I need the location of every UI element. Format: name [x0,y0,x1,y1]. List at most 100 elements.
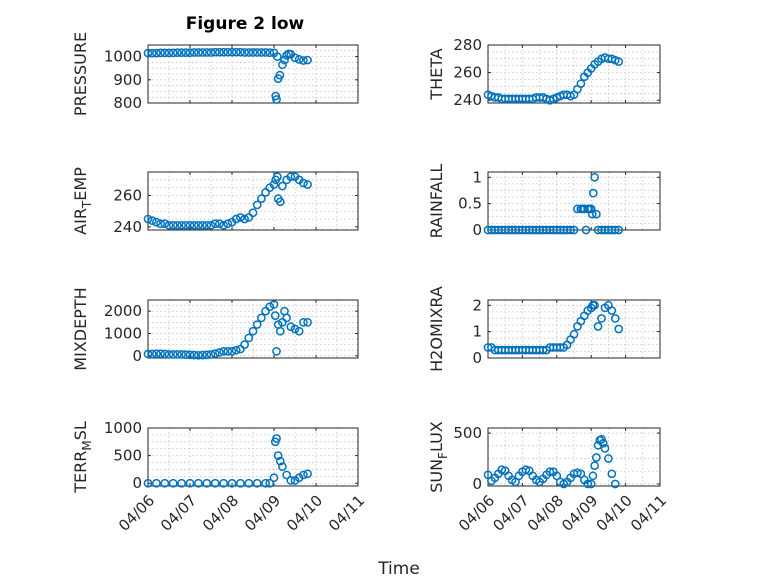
data-point [219,220,228,230]
y-label-main: AIR [71,208,90,235]
data-point [282,51,291,60]
data-point [286,322,296,332]
axes-border [487,427,661,487]
data-point [604,454,613,463]
data-point [231,345,241,355]
data-point [244,333,254,343]
x-tick-label: 04/07 [157,492,200,535]
data-point [576,79,586,89]
data-point [147,48,157,58]
x-tick-label: 04/08 [524,492,567,535]
data-point [607,306,617,315]
data-point [286,172,296,182]
data-point [206,220,216,230]
data-point [181,350,191,360]
data-point [194,48,203,57]
axes-border [147,44,359,104]
data-point [272,434,281,443]
data-point [219,346,228,356]
data-point [231,214,241,224]
y-tick-label: 500 [453,424,482,442]
data-point [299,317,308,327]
data-point [198,350,207,360]
y-label-rest: EMP [71,167,90,201]
data-point [252,320,262,329]
data-point [265,478,275,488]
data-point [194,220,203,230]
data-point [614,57,624,66]
data-point [181,48,191,58]
y-label-rest: SL [71,421,90,440]
data-point [147,349,157,359]
data-point [261,48,270,57]
subplot-sun-flux: 050004/0604/0704/0804/0904/1004/11TimeSU… [427,421,670,535]
data-point [545,467,555,477]
data-point [257,313,266,323]
data-point [152,217,161,227]
y-axis-label: H2OMIXRA [427,286,446,372]
y-tick-label: 1000 [104,324,142,342]
data-point [252,200,262,210]
data-point [273,451,283,460]
data-point [210,478,220,488]
data-point [614,225,624,235]
x-tick-label: 04/09 [241,492,284,535]
data-point [248,326,258,336]
y-tick-label: 800 [113,94,142,112]
data-point [164,220,174,230]
data-point [152,478,161,488]
y-tick-label: 0 [472,349,482,367]
data-point [282,470,291,480]
data-point [181,220,191,230]
data-point [607,469,617,479]
axes-border [147,299,359,359]
data-point [219,47,228,57]
data-point [261,478,270,488]
data-point [240,340,249,349]
data-point [299,470,308,480]
data-point [273,52,282,61]
data-point [588,471,598,481]
y-tick-label: 900 [113,71,142,89]
data-point [164,350,174,359]
data-point [227,346,237,356]
subplot-h2omixra: 0 1 2 H2OMIXRA [427,286,661,372]
data-point [168,478,178,488]
data-point [597,434,606,444]
data-point [202,350,212,360]
data-point [265,48,275,58]
data-point [590,300,599,310]
series-points [483,172,624,235]
data-point [227,478,237,488]
data-point [240,48,249,57]
y-tick-label: 1000 [104,48,142,66]
data-point [269,473,279,483]
data-point [272,95,281,104]
y-tick-label: 260 [113,187,142,205]
data-point [202,478,212,488]
x-tick-label: 04/11 [627,492,670,535]
y-tick-label: 280 [453,36,482,54]
data-point [202,220,212,230]
data-point [592,209,601,219]
y-tick-label: 1 [472,323,482,341]
data-point [210,47,220,57]
data-point [610,479,620,489]
series-points [143,172,312,230]
data-point [597,314,606,323]
data-point [194,478,203,488]
y-label-rest: LUX [427,421,446,452]
data-point [160,478,170,488]
series-points [143,434,312,488]
data-point [143,214,153,224]
data-point [299,178,308,188]
data-point [275,197,285,207]
data-point [194,350,203,360]
data-point [252,478,262,488]
y-tick-label: 0 [472,475,482,493]
y-tick-label: 0 [132,474,142,492]
data-point [590,461,599,470]
data-point [223,346,233,356]
data-point [223,47,233,57]
data-point [156,48,165,58]
